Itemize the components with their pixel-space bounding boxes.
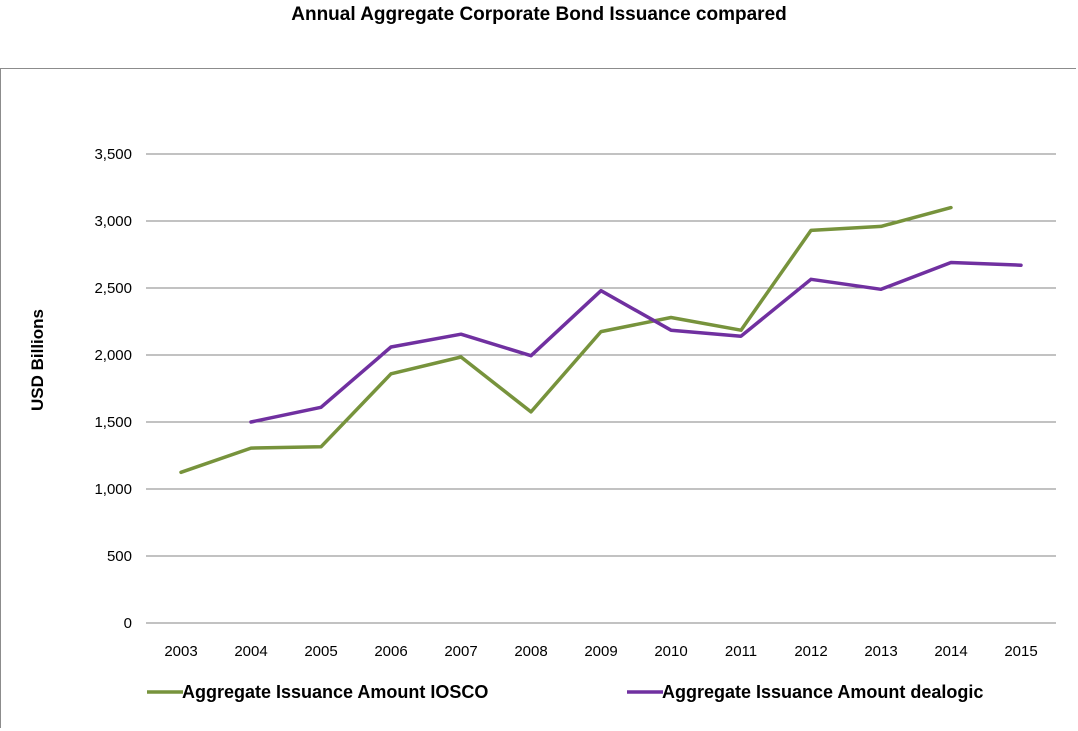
y-tick-label: 3,000	[94, 213, 132, 230]
series-line-2	[249, 260, 1023, 424]
legend: Aggregate Issuance Amount IOSCO Aggregate…	[147, 682, 983, 702]
y-tick-label: 1,000	[94, 481, 132, 498]
legend-label-1: Aggregate Issuance Amount IOSCO	[182, 682, 488, 702]
y-tick-label: 2,000	[94, 347, 132, 364]
x-tick-label: 2015	[1004, 643, 1037, 660]
series-lines	[179, 205, 1023, 475]
x-axis-tick-labels: 2003 2004 2005 2006 2007 2008 2009 2010 2011 2012…	[164, 643, 1037, 660]
x-tick-label: 2005	[304, 643, 337, 660]
x-tick-label: 2003	[164, 643, 197, 660]
x-tick-label: 2014	[934, 643, 967, 660]
legend-label-2: Aggregate Issuance Amount dealogic	[662, 682, 983, 702]
x-tick-label: 2007	[444, 643, 477, 660]
chart-frame	[0, 68, 1076, 728]
x-tick-label: 2008	[514, 643, 547, 660]
x-tick-label: 2004	[234, 643, 267, 660]
x-tick-label: 2006	[374, 643, 407, 660]
y-tick-label: 1,500	[94, 414, 132, 431]
x-tick-label: 2010	[654, 643, 687, 660]
x-tick-label: 2012	[794, 643, 827, 660]
y-tick-label: 0	[124, 615, 132, 632]
x-tick-label: 2013	[864, 643, 897, 660]
y-axis-title: USD Billions	[28, 309, 47, 411]
x-tick-label: 2009	[584, 643, 617, 660]
gridlines	[146, 153, 1056, 624]
y-tick-label: 3,500	[94, 146, 132, 163]
y-tick-label: 500	[107, 548, 132, 565]
chart-title: Annual Aggregate Corporate Bond Issuance…	[291, 4, 787, 25]
y-axis-tick-labels: 0 500 1,000 1,500 2,000 2,500 3,000 3,500	[94, 146, 132, 632]
y-tick-label: 2,500	[94, 280, 132, 297]
series-line-1	[179, 205, 953, 475]
x-tick-label: 2011	[725, 643, 757, 660]
